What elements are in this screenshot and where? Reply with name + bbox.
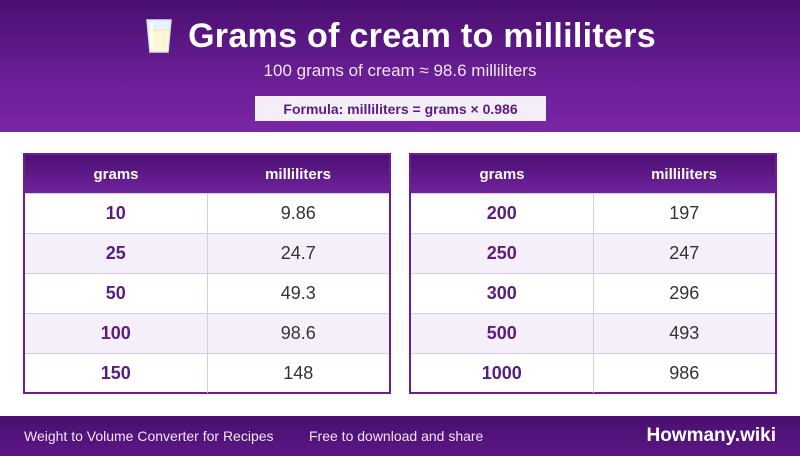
milliliters-cell: 986 — [669, 363, 700, 383]
footer-bar: Weight to Volume Converter for Recipes F… — [0, 416, 800, 456]
grams-cell: 100 — [25, 314, 208, 353]
milliliters-cell: 247 — [669, 243, 700, 263]
conversion-table-left: grams milliliters 10 9.86 25 24.7 50 49.… — [23, 153, 391, 394]
grams-cell: 25 — [25, 234, 208, 273]
milliliters-cell: 493 — [669, 323, 700, 343]
grams-cell: 500 — [411, 314, 594, 353]
page-subtitle: 100 grams of cream ≈ 98.6 milliliters — [263, 61, 537, 80]
milliliters-cell: 98.6 — [280, 323, 316, 343]
table-header: grams milliliters — [25, 155, 389, 193]
table-row: 500 493 — [411, 313, 775, 353]
formula-badge: Formula: milliliters = grams × 0.986 — [255, 96, 546, 121]
table-row: 100 98.6 — [25, 313, 389, 353]
table-row: 150 148 — [25, 353, 389, 393]
grams-cell: 50 — [25, 274, 208, 313]
grams-cell: 250 — [411, 234, 594, 273]
milliliters-cell: 148 — [283, 363, 314, 383]
brand-logo-text[interactable]: Howmany.wiki — [646, 425, 776, 446]
milliliters-cell: 296 — [669, 283, 700, 303]
table-row: 300 296 — [411, 273, 775, 313]
header-banner: Grams of cream to milliliters 100 grams … — [0, 0, 800, 132]
column-header-milliliters: milliliters — [651, 165, 717, 183]
grams-cell: 10 — [25, 194, 208, 233]
milliliters-cell: 9.86 — [280, 203, 316, 223]
table-header: grams milliliters — [411, 155, 775, 193]
page-title: Grams of cream to milliliters — [188, 16, 656, 55]
table-row: 200 197 — [411, 193, 775, 233]
grams-cell: 200 — [411, 194, 594, 233]
grams-cell: 1000 — [411, 354, 594, 393]
table-row: 25 24.7 — [25, 233, 389, 273]
milliliters-cell: 49.3 — [280, 283, 316, 303]
column-header-milliliters: milliliters — [265, 165, 331, 183]
grams-cell: 300 — [411, 274, 594, 313]
grams-cell: 150 — [25, 354, 208, 393]
column-header-grams: grams — [93, 165, 139, 183]
milliliters-cell: 197 — [669, 203, 700, 223]
footer-share-note: Free to download and share — [309, 428, 484, 444]
milliliters-cell: 24.7 — [280, 243, 316, 263]
table-row: 250 247 — [411, 233, 775, 273]
column-header-grams: grams — [479, 165, 525, 183]
table-row: 50 49.3 — [25, 273, 389, 313]
table-row: 1000 986 — [411, 353, 775, 393]
milk-glass-icon — [144, 18, 174, 54]
conversion-table-right: grams milliliters 200 197 250 247 300 29… — [409, 153, 777, 394]
title-row: Grams of cream to milliliters — [0, 14, 800, 58]
table-row: 10 9.86 — [25, 193, 389, 233]
footer-tagline: Weight to Volume Converter for Recipes — [24, 428, 274, 444]
